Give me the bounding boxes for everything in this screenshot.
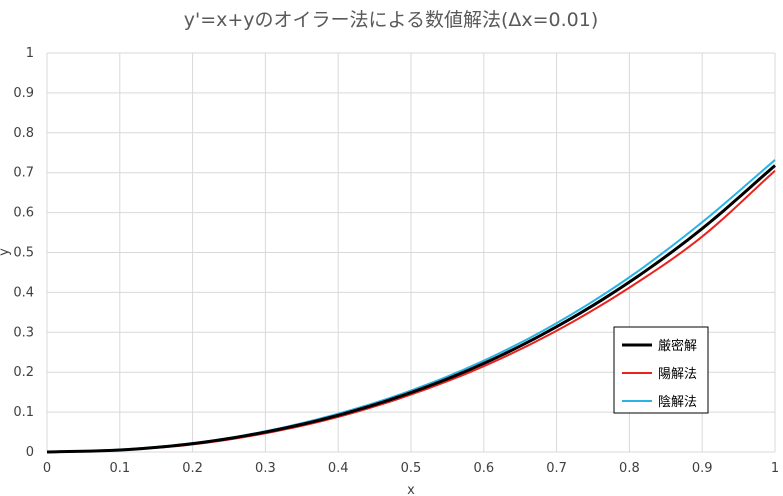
legend-box	[613, 326, 709, 414]
y-tick-label: 0.2	[13, 365, 34, 380]
x-tick-label: 0.6	[473, 461, 494, 476]
legend-label: 陰解法	[658, 395, 697, 410]
x-tick-label: 0.4	[328, 461, 349, 476]
x-tick-label: 0.5	[401, 461, 422, 476]
y-tick-label: 0.5	[13, 246, 34, 261]
x-tick-label: 0.9	[692, 461, 713, 476]
y-tick-label: 0.4	[13, 285, 34, 300]
legend-label: 厳密解	[658, 338, 697, 354]
y-tick-label: 0.9	[13, 86, 34, 101]
x-tick-label: 1	[771, 461, 779, 476]
x-axis-label: x	[407, 483, 415, 496]
y-tick-label: 0.7	[13, 166, 34, 181]
y-tick-label: 0.8	[13, 126, 34, 141]
y-tick-label: 0.3	[13, 325, 34, 340]
y-tick-label: 1	[26, 46, 34, 61]
x-tick-label: 0.1	[109, 461, 130, 476]
tick-labels: 0 0.1 0.2 0.3 0.4 0.5 0.6 0.7 0.8 0.9 1 0 0.1 0.2 0.3 0…	[13, 46, 779, 476]
x-tick-label: 0.8	[619, 461, 640, 476]
x-tick-label: 0.7	[546, 461, 567, 476]
chart-title: y'=x+yのオイラー法による数値解法(Δx=0.01)	[184, 9, 599, 31]
x-tick-label: 0.2	[182, 461, 203, 476]
x-tick-label: 0	[43, 461, 51, 476]
y-tick-label: 0.1	[13, 405, 34, 420]
series-lines	[46, 159, 776, 454]
y-tick-label: 0	[26, 445, 34, 460]
gridlines	[46, 52, 776, 453]
legend-label: 陽解法	[658, 367, 697, 382]
x-tick-label: 0.3	[255, 461, 276, 476]
y-tick-label: 0.6	[13, 206, 34, 221]
series-line-0	[46, 164, 776, 454]
y-axis-label: y	[0, 248, 12, 256]
